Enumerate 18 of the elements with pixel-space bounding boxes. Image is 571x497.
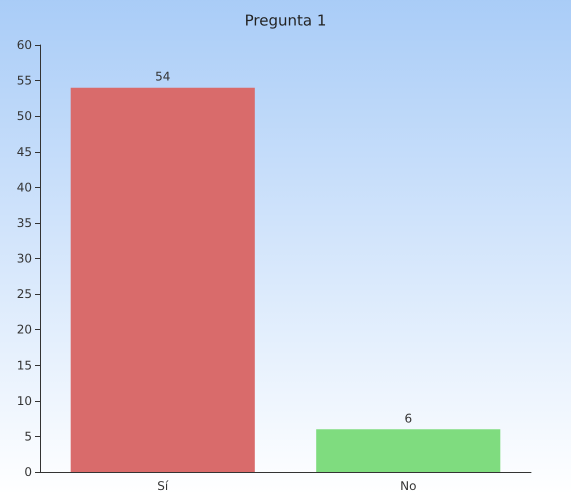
- chart-title: Pregunta 1: [244, 12, 326, 30]
- y-tick-label: 15: [16, 358, 32, 372]
- y-tick-label: 50: [16, 109, 32, 124]
- data-label: 54: [155, 70, 170, 84]
- x-tick-label: Sí: [157, 479, 169, 493]
- y-tick-label: 20: [16, 322, 32, 337]
- y-tick-label: 35: [16, 216, 32, 230]
- data-label: 6: [404, 411, 412, 426]
- x-tick-label: No: [400, 479, 416, 493]
- y-tick-label: 40: [16, 180, 32, 194]
- y-tick-label: 25: [16, 287, 32, 302]
- y-tick-label: 45: [16, 144, 32, 159]
- y-tick-label: 5: [24, 429, 32, 444]
- y-tick-label: 55: [16, 74, 32, 88]
- y-tick-label: 30: [16, 252, 32, 266]
- y-tick-label: 0: [24, 465, 32, 479]
- y-tick-label: 60: [16, 38, 32, 52]
- y-tick-label: 10: [16, 394, 32, 408]
